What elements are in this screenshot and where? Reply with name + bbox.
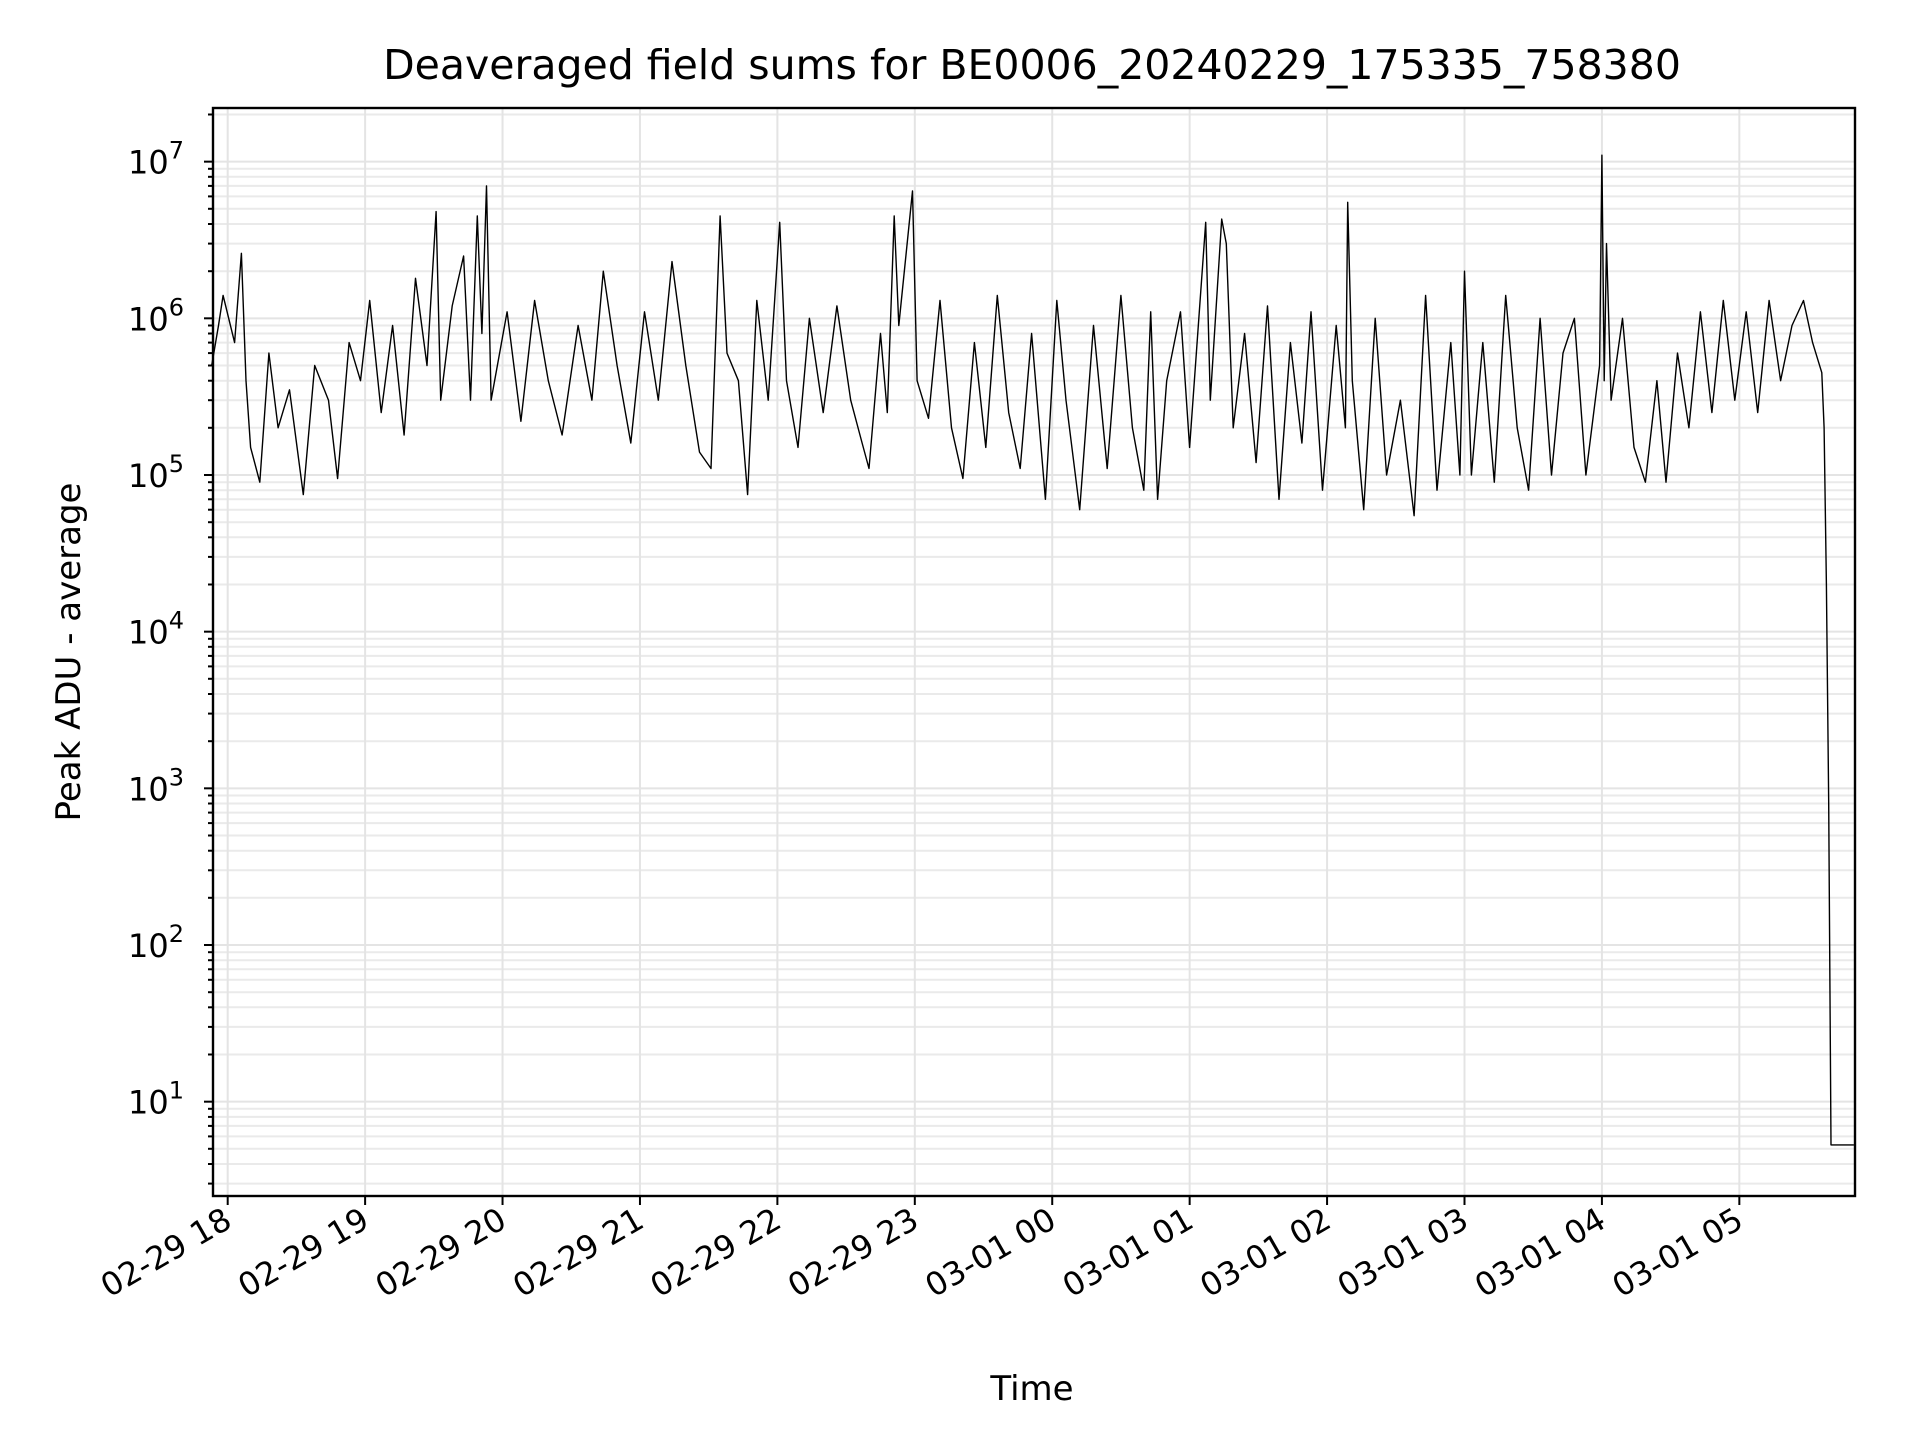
y-tick-label-base: 10 xyxy=(128,614,169,652)
y-tick-label-base: 10 xyxy=(128,770,169,808)
y-tick-label-exponent: 7 xyxy=(169,137,184,165)
plot-frame xyxy=(211,106,1857,1198)
y-tick-label: 107 xyxy=(128,137,184,182)
y-tick-label-exponent: 4 xyxy=(169,607,184,635)
y-tick-label: 101 xyxy=(128,1077,184,1122)
y-tick-label: 104 xyxy=(128,607,184,652)
y-tick-label: 102 xyxy=(128,920,184,965)
y-tick-label-exponent: 1 xyxy=(169,1077,184,1105)
series-layer xyxy=(211,154,1854,1146)
y-tick-label-base: 10 xyxy=(128,144,169,182)
grid-lines xyxy=(213,108,1855,1196)
y-tick-label: 105 xyxy=(128,450,184,495)
y-tick-label-base: 10 xyxy=(128,300,169,338)
axis-ticks xyxy=(204,113,1741,1205)
y-tick-label-exponent: 2 xyxy=(169,920,184,948)
y-tick-label-exponent: 3 xyxy=(169,763,184,791)
y-tick-label: 106 xyxy=(128,293,184,338)
y-tick-label-exponent: 6 xyxy=(169,293,184,321)
y-tick-label: 103 xyxy=(128,763,184,808)
x-axis-label: Time xyxy=(989,1369,1073,1409)
chart-title: Deaveraged field sums for BE0006_2024022… xyxy=(383,41,1681,89)
y-tick-label-base: 10 xyxy=(128,1084,169,1122)
series-line xyxy=(211,154,1854,1146)
y-tick-label-exponent: 5 xyxy=(169,450,184,478)
y-axis-label: Peak ADU - average xyxy=(49,483,89,822)
y-tick-label-base: 10 xyxy=(128,927,169,965)
y-tick-label-base: 10 xyxy=(128,457,169,495)
